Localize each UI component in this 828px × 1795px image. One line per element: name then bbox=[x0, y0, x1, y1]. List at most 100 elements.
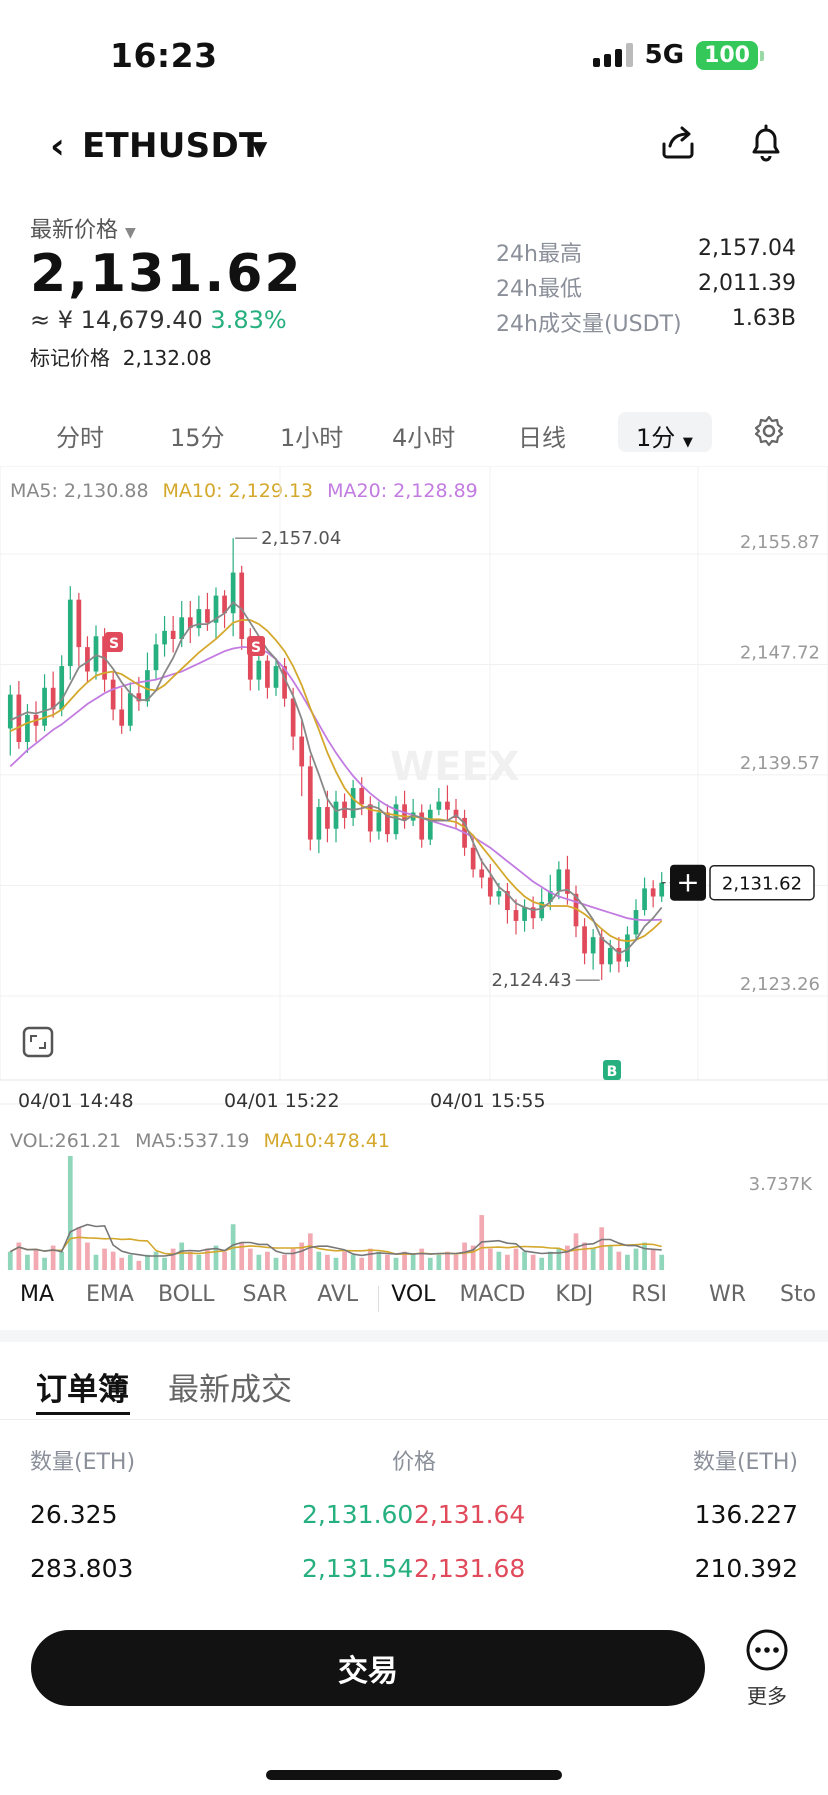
battery-icon: 100 bbox=[696, 40, 764, 70]
x-tick-label: 04/01 14:48 bbox=[18, 1090, 134, 1112]
candle-body bbox=[110, 679, 116, 710]
indicator-macd[interactable]: MACD bbox=[459, 1282, 526, 1307]
indicator-divider bbox=[378, 1286, 380, 1312]
stat-volume: 24h成交量(USDT) 1.63B bbox=[496, 306, 796, 337]
price-chart[interactable]: WEEX 2,155.87 2,147.72 2,139.57 2,123.26 2,15… bbox=[0, 466, 828, 1270]
watermark: WEEX bbox=[390, 744, 520, 790]
candle-body bbox=[50, 687, 56, 710]
tab-interval-1h[interactable]: 1小时 bbox=[280, 424, 344, 452]
indicator-vol[interactable]: VOL bbox=[391, 1282, 436, 1307]
tab-interval-time[interactable]: 分时 bbox=[56, 424, 104, 452]
candle-body bbox=[505, 891, 510, 911]
vol-ma5: MA5:537.19 bbox=[135, 1130, 250, 1152]
chevron-left-icon[interactable]: ‹ bbox=[50, 126, 65, 167]
buy-marker bbox=[603, 1060, 621, 1080]
candle-body bbox=[513, 910, 519, 921]
ask-qty-header: 数量(ETH) bbox=[692, 1450, 798, 1475]
volume-bar bbox=[625, 1254, 630, 1270]
tab-interval-15m[interactable]: 15分 bbox=[170, 424, 225, 452]
pair-selector[interactable]: ETHUSDT bbox=[82, 126, 263, 166]
volume-bar bbox=[85, 1242, 90, 1270]
orderbook-row[interactable]: 283.803 2,131.54 2,131.68 210.392 bbox=[30, 1554, 798, 1594]
volume-bar bbox=[7, 1251, 13, 1270]
candle-body bbox=[299, 736, 305, 767]
candle-body bbox=[436, 801, 442, 810]
indicator-ma[interactable]: MA bbox=[20, 1282, 55, 1307]
volume-bar bbox=[599, 1227, 605, 1270]
indicator-rsi[interactable]: RSI bbox=[631, 1282, 667, 1307]
candle-body bbox=[633, 910, 639, 935]
add-order-button bbox=[670, 864, 706, 901]
candle-body bbox=[42, 687, 47, 726]
volume-bar bbox=[256, 1254, 262, 1270]
orderbook-tabs: 订单簿 最新成交 bbox=[0, 1360, 828, 1420]
ma5-line bbox=[9, 601, 663, 955]
candle-body bbox=[187, 617, 193, 629]
indicator-boll[interactable]: BOLL bbox=[157, 1282, 215, 1307]
volume-bar bbox=[33, 1248, 39, 1270]
candle-body bbox=[419, 812, 425, 840]
indicator-sto[interactable]: Sto bbox=[780, 1282, 817, 1307]
volume-bar bbox=[539, 1257, 545, 1270]
volume-bar bbox=[436, 1254, 442, 1270]
indicator-sar[interactable]: SAR bbox=[242, 1282, 288, 1307]
tab-interval-day[interactable]: 日线 bbox=[518, 424, 566, 452]
candle-body bbox=[453, 809, 459, 818]
candle-body bbox=[556, 869, 562, 892]
volume-bar bbox=[582, 1242, 587, 1270]
expand-icon bbox=[22, 1026, 54, 1058]
volume-bar bbox=[76, 1227, 82, 1270]
candle-body bbox=[376, 812, 382, 832]
volume-bar bbox=[222, 1251, 227, 1270]
header: ‹ ETHUSDT ▼ bbox=[0, 118, 828, 178]
tab-interval-4h[interactable]: 4小时 bbox=[392, 424, 456, 452]
ask-price: 2,131.64 bbox=[414, 1500, 526, 1529]
volume-bar bbox=[239, 1242, 245, 1270]
tab-latest-trades[interactable]: 最新成交 bbox=[168, 1372, 292, 1408]
mark-price: 标记价格 2,132.08 bbox=[30, 346, 212, 370]
indicator-wr[interactable]: WR bbox=[709, 1282, 747, 1307]
price-change: 3.83% bbox=[210, 306, 287, 334]
latest-price-label[interactable]: 最新价格 ▼ bbox=[30, 218, 136, 243]
candle-body bbox=[222, 595, 227, 614]
y-tick-label: 2,147.72 bbox=[740, 642, 820, 663]
caret-down-icon[interactable]: ▼ bbox=[252, 136, 268, 160]
candle-body bbox=[582, 926, 587, 954]
price-header: 价格 bbox=[392, 1450, 437, 1475]
volume-bar bbox=[299, 1242, 305, 1270]
volume-bar bbox=[633, 1248, 639, 1270]
share-icon[interactable] bbox=[656, 120, 700, 164]
volume-bar bbox=[650, 1248, 656, 1270]
volume-bar bbox=[153, 1251, 159, 1270]
volume-bar bbox=[127, 1254, 133, 1270]
candle-body bbox=[162, 630, 167, 645]
volume-bar bbox=[462, 1242, 467, 1270]
candle-body bbox=[642, 888, 647, 911]
candle-body bbox=[479, 869, 485, 878]
indicator-kdj[interactable]: KDJ bbox=[555, 1282, 594, 1307]
orderbook-row[interactable]: 26.325 2,131.60 2,131.64 136.227 bbox=[30, 1500, 798, 1540]
candle-body bbox=[179, 617, 185, 639]
volume-bar bbox=[607, 1245, 613, 1270]
volume-max-label: 3.737K bbox=[748, 1174, 812, 1195]
settings-gear-icon[interactable] bbox=[752, 414, 786, 448]
candle-body bbox=[265, 660, 270, 688]
volume-bar bbox=[616, 1251, 622, 1270]
volume-bar bbox=[179, 1242, 185, 1270]
volume-bar bbox=[659, 1254, 665, 1270]
tab-underline bbox=[36, 1412, 130, 1415]
bell-icon[interactable] bbox=[744, 120, 788, 164]
volume-bar bbox=[42, 1257, 47, 1270]
volume-bar bbox=[427, 1257, 433, 1270]
volume-bar bbox=[487, 1248, 493, 1270]
tab-orderbook[interactable]: 订单簿 bbox=[36, 1372, 129, 1408]
volume-bar bbox=[522, 1251, 527, 1270]
indicator-avl[interactable]: AVL bbox=[317, 1282, 359, 1307]
candle-body bbox=[539, 901, 545, 919]
tab-interval-1m[interactable]: 1分 ▼ bbox=[618, 412, 712, 452]
indicator-ema[interactable]: EMA bbox=[86, 1282, 134, 1307]
candle-body bbox=[487, 877, 493, 897]
trade-button[interactable]: 交易 bbox=[31, 1630, 705, 1706]
more-button[interactable]: 更多 bbox=[740, 1628, 794, 1709]
candle-body bbox=[573, 893, 579, 927]
